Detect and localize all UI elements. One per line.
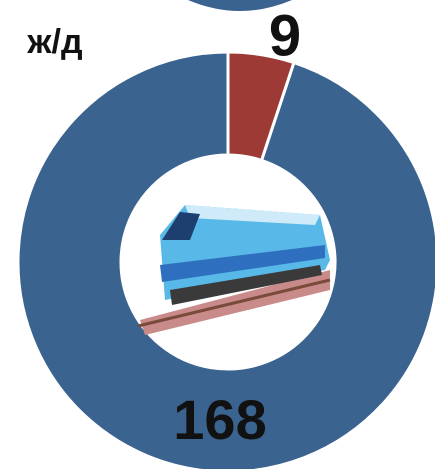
partial-shape: [188, 0, 292, 11]
chart-title: ж/д: [26, 23, 82, 61]
donut-slice: [16, 50, 435, 469]
train-picture: [137, 205, 331, 335]
donut: [16, 50, 435, 469]
data-label: 9: [269, 3, 301, 68]
data-label: 168: [173, 388, 266, 451]
